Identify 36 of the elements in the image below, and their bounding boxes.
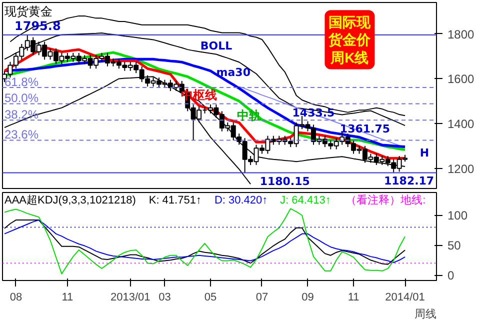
x-tick-label: 09 (302, 292, 314, 304)
y-tick-label: 50 (448, 238, 462, 253)
y-tick-label: 0 (448, 268, 454, 283)
y-tick-label: 1600 (448, 72, 475, 86)
text: K: 41.751↑ (148, 194, 202, 206)
series-label: J: 64.413↑ (280, 194, 331, 206)
annotation: 1182.17 (384, 174, 434, 188)
y-tick-label: 100 (448, 208, 468, 223)
ref-line-label: 1180.15 (260, 174, 310, 188)
x-tick-label: 2014/01 (385, 292, 425, 304)
y-tick-label: 1200 (448, 162, 475, 176)
chart-title: AAA超KDJ(9,3,3,1021218) (4, 194, 136, 206)
annotation: （看注释）地线: (346, 194, 426, 206)
x-tick-label: 08 (10, 292, 22, 304)
annotation: BOLL (200, 40, 232, 53)
x-axis-title: 周线 (414, 308, 436, 320)
x-tick-label: 2013/01 (110, 292, 150, 304)
text: 国际现货金价周K线 (328, 14, 372, 66)
x-tick-label: 11 (348, 292, 360, 304)
x-tick-label: 05 (204, 292, 217, 304)
annotation: 1361.75 (340, 122, 390, 136)
x-tick-label: 03 (158, 292, 171, 304)
x-tick-label: 07 (256, 292, 268, 304)
chart-subtitle: 现货黄金 (4, 4, 52, 18)
annotation: 1433.5 (292, 106, 335, 120)
annotation: 61.8% (4, 74, 39, 89)
y-tick-label: 1800 (448, 27, 475, 42)
annotation: 23.6% (4, 127, 39, 142)
line-series (4, 208, 406, 274)
annotation: 38.2% (4, 107, 39, 122)
text: D: 30.420↑ (214, 194, 268, 206)
annotation: 50.0% (4, 91, 39, 106)
annotation: ma30 (216, 66, 251, 79)
text: H (420, 146, 430, 160)
x-tick-label: 11 (62, 292, 74, 304)
y-tick-label: 1400 (448, 117, 475, 132)
